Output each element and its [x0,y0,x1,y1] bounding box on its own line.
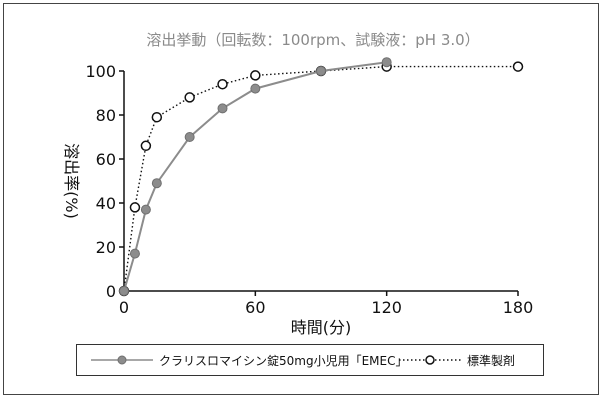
y-tick-label: 20 [96,238,116,257]
series-2-point [217,78,228,90]
legend-swatch-series-1 [91,355,153,365]
series-2-point [184,92,195,103]
x-tick-label: 0 [119,298,129,317]
series-1-point [129,248,140,259]
series-1-point [119,286,129,296]
legend-item-series-1: クラリスロマイシン錠50mg小児用「EMEC」 [91,345,407,375]
series-1-point [140,204,151,215]
y-tick-label: 40 [96,194,116,213]
y-tick-label: 80 [96,106,116,125]
y-tick-label: 100 [85,62,116,81]
series-1-point [217,103,228,114]
series-2-point [151,111,163,123]
x-tick-label: 120 [371,298,402,317]
y-axis-label: 溶出率(%) [62,143,81,219]
series-layer [118,57,524,297]
series-1-point [316,66,326,76]
series-1-point [381,57,392,68]
series-line-1 [123,61,387,292]
x-tick-label: 180 [503,298,534,317]
series-1-point [250,83,261,94]
x-axis-ticks: 0 60 120 180 [119,291,533,317]
legend: クラリスロマイシン錠50mg小児用「EMEC」 標準製剤 [76,344,544,376]
series-2-point [129,202,141,213]
series-1-point [151,178,162,189]
x-tick-label: 60 [245,298,265,317]
series-1-point [184,132,195,142]
y-tick-label: 60 [96,150,116,169]
y-axis-ticks: 0 20 40 60 80 100 [85,62,124,301]
series-line-2 [123,65,518,292]
y-tick-label: 0 [106,282,116,301]
series-2-point [512,61,524,72]
x-axis-label: 時間(分) [291,318,352,337]
legend-swatch-series-2 [399,355,461,365]
legend-item-series-2: 標準製剤 [399,345,515,375]
chart-frame [3,3,599,395]
series-2-point [250,70,261,81]
legend-label-series-1: クラリスロマイシン錠50mg小児用「EMEC」 [159,353,408,368]
legend-label-series-2: 標準製剤 [467,353,516,368]
chart-title: 溶出挙動（回転数：100rpm、試験液：pH 3.0） [146,31,479,49]
series-2-point [140,140,152,152]
